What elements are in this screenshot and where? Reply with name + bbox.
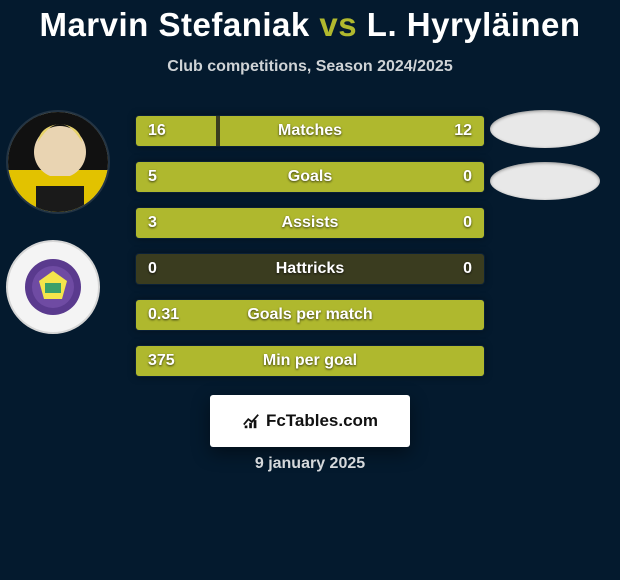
stat-value-right: 0 [463, 208, 472, 238]
stat-value-right: 0 [463, 162, 472, 192]
right-column [490, 110, 610, 214]
player1-club-logo [6, 240, 100, 334]
stat-row: 0Hattricks0 [136, 254, 484, 284]
stat-label: Goals per match [136, 300, 484, 330]
source-badge: FcTables.com [210, 395, 410, 447]
player2-club-placeholder [490, 162, 600, 200]
left-column [6, 110, 116, 334]
stat-bars: 16Matches125Goals03Assists00Hattricks00.… [136, 116, 484, 392]
stat-label: Assists [136, 208, 484, 238]
stat-row: 0.31Goals per match [136, 300, 484, 330]
brand-text: FcTables.com [266, 411, 378, 431]
date-text: 9 january 2025 [0, 455, 620, 473]
comparison-title: Marvin Stefaniak vs L. Hyryläinen [0, 0, 620, 44]
player1-photo [6, 110, 110, 214]
stat-label: Hattricks [136, 254, 484, 284]
stat-value-right: 12 [454, 116, 472, 146]
player2-photo-placeholder [490, 110, 600, 148]
chart-icon [242, 412, 260, 430]
vs-label: vs [319, 6, 357, 43]
stats-panel: 16Matches125Goals03Assists00Hattricks00.… [0, 116, 620, 416]
player1-name: Marvin Stefaniak [39, 6, 309, 43]
stat-row: 3Assists0 [136, 208, 484, 238]
stat-label: Matches [136, 116, 484, 146]
player2-name: L. Hyryläinen [367, 6, 581, 43]
stat-value-right: 0 [463, 254, 472, 284]
stat-label: Min per goal [136, 346, 484, 376]
stat-row: 16Matches12 [136, 116, 484, 146]
subtitle: Club competitions, Season 2024/2025 [0, 58, 620, 76]
stat-row: 375Min per goal [136, 346, 484, 376]
stat-label: Goals [136, 162, 484, 192]
stat-row: 5Goals0 [136, 162, 484, 192]
